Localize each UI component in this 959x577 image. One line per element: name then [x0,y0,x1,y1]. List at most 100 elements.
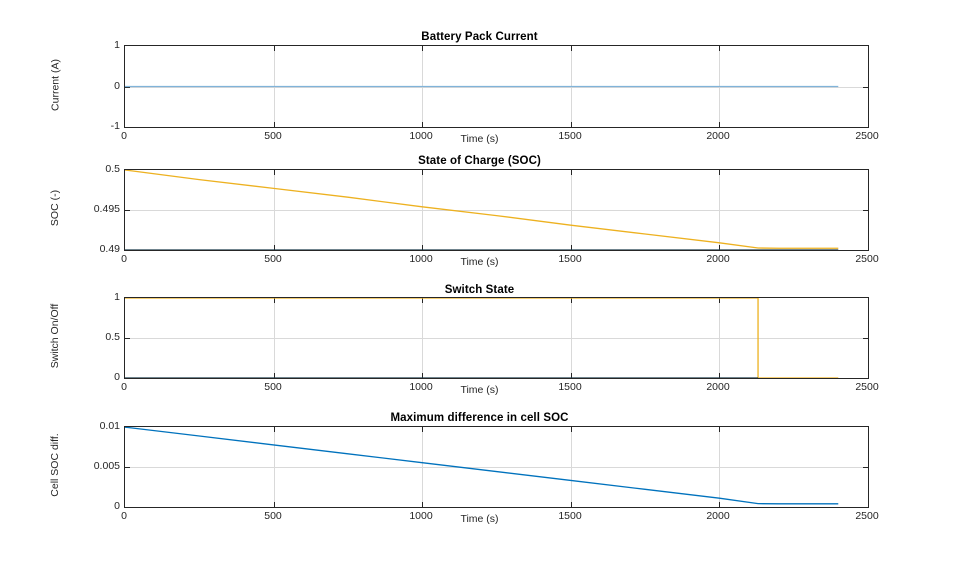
x-tick-label: 0 [121,253,127,265]
x-tick-label: 1500 [558,130,582,142]
x-tick-label: 500 [264,510,282,522]
x-tick-mark [719,122,720,127]
y-tick-mark-right [863,210,868,211]
x-tick-label: 1500 [558,510,582,522]
subplot-1-title: Battery Pack Current [421,31,538,43]
data-series-line [125,427,839,505]
subplot-1-xlabel: Time (s) [460,133,499,145]
x-tick-label: 2000 [706,130,730,142]
y-tick-mark [125,467,130,468]
x-tick-mark [274,373,275,378]
x-tick-mark-top [719,298,720,303]
x-tick-mark-top [719,46,720,51]
subplot-4-ylabel: Cell SOC diff. [49,433,61,497]
x-tick-label: 2000 [706,253,730,265]
y-tick-label: 0 [114,80,120,92]
subplot-4-title: Maximum difference in cell SOC [390,412,569,424]
y-tick-label: 0.49 [99,243,120,255]
x-tick-label: 1000 [409,381,433,393]
x-tick-mark [571,502,572,507]
x-tick-label: 500 [264,130,282,142]
gridline-horizontal [125,87,868,88]
x-tick-mark-top [571,427,572,432]
x-tick-mark [274,245,275,250]
axes-battery-pack-current [124,45,869,128]
subplot-3-xlabel: Time (s) [460,384,499,396]
x-tick-mark [571,373,572,378]
y-tick-label: 0.01 [99,420,120,432]
subplot-max-cell-soc-difference: Maximum difference in cell SOC Cell SOC … [49,412,869,525]
axes-switch-state [124,297,869,379]
y-tick-mark [125,338,130,339]
x-tick-label: 2500 [855,381,879,393]
x-tick-mark [422,373,423,378]
x-tick-label: 500 [264,253,282,265]
x-tick-mark-top [571,46,572,51]
x-tick-mark-top [719,170,720,175]
y-tick-mark-right [863,467,868,468]
y-tick-label: 0 [114,371,120,383]
x-tick-mark-top [422,170,423,175]
x-tick-label: 1000 [409,130,433,142]
x-tick-mark-top [422,298,423,303]
x-tick-mark-top [274,46,275,51]
x-tick-label: 0 [121,510,127,522]
series-layer [125,427,839,505]
subplot-3-title: Switch State [444,284,515,296]
x-tick-mark [274,502,275,507]
x-tick-mark-top [274,427,275,432]
x-tick-label: 2000 [706,381,730,393]
x-tick-label: 1000 [409,253,433,265]
x-tick-label: 0 [121,381,127,393]
gridline-horizontal [125,210,868,211]
axes-state-of-charge [124,169,869,251]
x-tick-mark [274,122,275,127]
x-tick-mark-top [571,298,572,303]
x-tick-mark [719,373,720,378]
x-tick-mark [422,122,423,127]
series-layer [125,85,839,88]
x-tick-mark-top [274,170,275,175]
y-tick-mark-right [863,338,868,339]
x-tick-label: 2000 [706,510,730,522]
x-tick-label: 2500 [855,253,879,265]
subplot-battery-pack-current: Battery Pack Current Current (A) Time (s… [0,0,959,150]
y-tick-mark [125,210,130,211]
subplot-2-xlabel: Time (s) [460,256,499,268]
axes-max-cell-soc-difference [124,426,869,508]
x-tick-label: 2500 [855,130,879,142]
y-tick-label: -1 [110,120,120,132]
x-tick-mark [422,245,423,250]
y-tick-label: 0.5 [105,331,120,343]
x-tick-mark [422,502,423,507]
x-tick-mark [571,245,572,250]
x-tick-label: 500 [264,381,282,393]
subplot-2-title: State of Charge (SOC) [418,155,541,167]
x-tick-label: 2500 [855,510,879,522]
y-tick-label: 1 [114,39,120,51]
series-layer [125,170,839,250]
subplot-state-of-charge: State of Charge (SOC) SOC (-) Time (s) [49,155,869,268]
x-tick-mark [571,122,572,127]
x-tick-label: 1500 [558,253,582,265]
gridline-horizontal [125,338,868,339]
x-tick-mark-top [571,170,572,175]
subplot-switch-state: Switch State Switch On/Off Time (s) [49,284,869,396]
y-tick-label: 0.495 [93,203,120,215]
x-tick-mark-top [274,298,275,303]
y-tick-label: 0 [114,500,120,512]
y-tick-label: 0.5 [105,163,120,175]
x-tick-mark-top [422,427,423,432]
x-tick-label: 0 [121,130,127,142]
y-tick-mark [125,87,130,88]
x-tick-mark-top [719,427,720,432]
series-layer [125,298,839,378]
y-tick-label: 1 [114,291,120,303]
x-tick-label: 1500 [558,381,582,393]
x-tick-label: 1000 [409,510,433,522]
data-series-line [125,170,839,249]
subplot-4-xlabel: Time (s) [460,513,499,525]
x-tick-mark-top [422,46,423,51]
y-tick-mark-right [863,87,868,88]
